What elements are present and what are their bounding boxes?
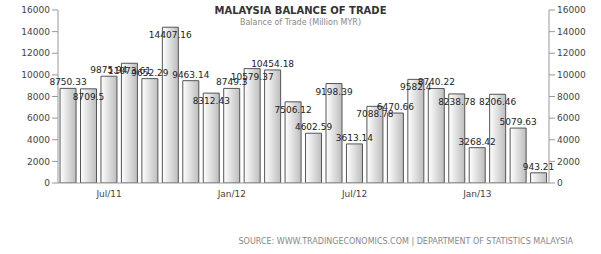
svg-text:Jan/13: Jan/13 bbox=[462, 189, 491, 199]
svg-text:8000: 8000 bbox=[557, 92, 580, 102]
svg-text:9582.4: 9582.4 bbox=[400, 82, 432, 93]
svg-text:9198.39: 9198.39 bbox=[315, 87, 352, 97]
svg-text:0: 0 bbox=[557, 178, 563, 188]
svg-text:4000: 4000 bbox=[557, 135, 580, 145]
svg-text:8749.3: 8749.3 bbox=[216, 77, 248, 88]
svg-text:0: 0 bbox=[44, 178, 50, 188]
svg-text:3613.14: 3613.14 bbox=[336, 133, 373, 143]
svg-text:14407.16: 14407.16 bbox=[149, 30, 192, 40]
svg-text:4000: 4000 bbox=[27, 135, 50, 145]
svg-text:8750.33: 8750.33 bbox=[49, 77, 86, 87]
svg-text:3268.42: 3268.42 bbox=[459, 137, 496, 147]
svg-text:7088.78: 7088.78 bbox=[356, 109, 394, 120]
svg-text:4602.59: 4602.59 bbox=[295, 122, 332, 132]
svg-text:8709.5: 8709.5 bbox=[73, 92, 105, 102]
svg-text:7506.12: 7506.12 bbox=[274, 105, 311, 115]
svg-text:12000: 12000 bbox=[557, 48, 586, 58]
svg-text:8740.22: 8740.22 bbox=[418, 77, 455, 87]
svg-text:5079.63: 5079.63 bbox=[500, 117, 537, 127]
svg-text:10000: 10000 bbox=[21, 70, 50, 80]
svg-text:6000: 6000 bbox=[27, 113, 50, 123]
svg-text:10454.18: 10454.18 bbox=[251, 59, 294, 69]
html-text:MALAYSIA BALANCE OF TRADE: MALAYSIA BALANCE OF TRADE bbox=[214, 5, 387, 16]
svg-text:8238.78: 8238.78 bbox=[438, 97, 475, 107]
svg-text:16000: 16000 bbox=[557, 5, 586, 15]
svg-text:8312.43: 8312.43 bbox=[193, 96, 230, 106]
svg-text:11073.61: 11073.61 bbox=[107, 66, 151, 77]
html-text:SOURCE: WWW.TRADINGECONOMICS.C: SOURCE: WWW.TRADINGECONOMICS.COM | DEPAR… bbox=[238, 237, 573, 246]
svg-text:8206.46: 8206.46 bbox=[479, 97, 516, 107]
html-text:Balance of Trade (Million MYR): Balance of Trade (Million MYR) bbox=[240, 18, 361, 27]
svg-text:Jul/11: Jul/11 bbox=[95, 189, 121, 199]
svg-text:6470.66: 6470.66 bbox=[377, 102, 414, 112]
svg-text:2000: 2000 bbox=[27, 157, 50, 167]
svg-text:14000: 14000 bbox=[21, 27, 50, 37]
svg-text:8000: 8000 bbox=[27, 92, 50, 102]
svg-text:12000: 12000 bbox=[21, 48, 50, 58]
svg-text:10579.37: 10579.37 bbox=[231, 72, 274, 82]
svg-text:9463.14: 9463.14 bbox=[172, 70, 209, 80]
svg-text:16000: 16000 bbox=[21, 5, 50, 15]
svg-text:10000: 10000 bbox=[557, 70, 586, 80]
svg-text:9652.29: 9652.29 bbox=[131, 68, 168, 78]
svg-text:2000: 2000 bbox=[557, 157, 580, 167]
svg-text:943.21: 943.21 bbox=[523, 162, 555, 172]
svg-text:14000: 14000 bbox=[557, 27, 586, 37]
svg-text:Jan/12: Jan/12 bbox=[217, 189, 246, 199]
svg-text:6000: 6000 bbox=[557, 113, 580, 123]
svg-text:Jul/12: Jul/12 bbox=[341, 189, 367, 199]
